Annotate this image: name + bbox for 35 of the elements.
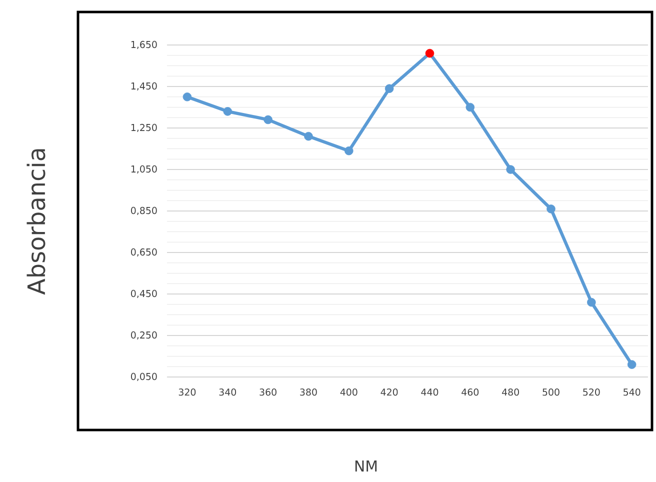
x-tick-label: 420 bbox=[380, 388, 398, 396]
point bbox=[466, 102, 475, 112]
x-axis-title: NM bbox=[355, 460, 377, 472]
point bbox=[506, 165, 515, 174]
x-tick-label: 480 bbox=[502, 388, 519, 396]
point bbox=[587, 298, 596, 307]
x-tick-label: 440 bbox=[421, 388, 438, 396]
point bbox=[264, 115, 272, 124]
x-tick-label: 400 bbox=[340, 388, 358, 396]
y-tick-label: 0,850 bbox=[131, 206, 157, 216]
x-tick-label: 540 bbox=[624, 388, 640, 396]
point bbox=[223, 107, 232, 116]
y-tick-label: 0,050 bbox=[131, 372, 157, 382]
y-axis-title: Absorbancia bbox=[26, 149, 46, 295]
x-tick-label: 360 bbox=[260, 388, 276, 396]
point bbox=[384, 84, 394, 93]
point bbox=[546, 204, 556, 214]
y-tick-label: 0,250 bbox=[131, 331, 157, 340]
x-tick-label: 320 bbox=[178, 388, 196, 396]
y-tick-label: 1,450 bbox=[131, 82, 157, 91]
x-tick-label: 380 bbox=[300, 388, 317, 396]
point bbox=[627, 360, 636, 369]
point bbox=[182, 92, 192, 102]
y-tick-label: 1,650 bbox=[131, 40, 157, 50]
x-tick-label: 460 bbox=[462, 388, 479, 396]
x-tick-label: 340 bbox=[219, 388, 236, 396]
y-tick-label: 0,650 bbox=[131, 248, 157, 257]
x-tick-label: 520 bbox=[583, 388, 600, 396]
y-tick-label: 1,050 bbox=[131, 165, 157, 174]
y-tick-label: 0,450 bbox=[131, 290, 157, 298]
point bbox=[344, 146, 354, 156]
point bbox=[425, 48, 434, 58]
point bbox=[304, 132, 313, 141]
x-tick-label: 500 bbox=[542, 388, 560, 396]
y-tick-label: 1,250 bbox=[131, 124, 157, 132]
